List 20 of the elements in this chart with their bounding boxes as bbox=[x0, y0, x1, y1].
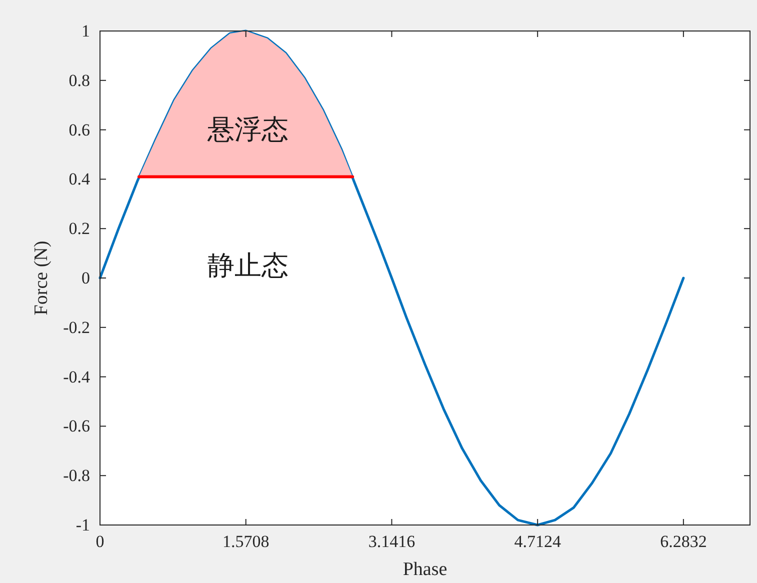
y-tick-label: -0.8 bbox=[63, 466, 90, 486]
x-axis-title: Phase bbox=[402, 559, 448, 580]
annotation: 静止态 bbox=[208, 250, 288, 282]
y-tick-label: 0 bbox=[82, 268, 90, 288]
x-tick-label: 3.1416 bbox=[368, 532, 416, 551]
x-tick-label: 0 bbox=[96, 532, 104, 551]
y-tick-label: -1 bbox=[76, 516, 90, 534]
annotation: 悬浮态 bbox=[206, 114, 288, 146]
y-tick-label: -0.4 bbox=[63, 367, 90, 386]
y-tick-label: 0.4 bbox=[68, 170, 90, 189]
x-tick-label: 4.7124 bbox=[514, 532, 562, 551]
y-tick-label: 0.6 bbox=[68, 120, 90, 140]
y-tick-label: 1 bbox=[82, 22, 90, 40]
x-tick-label: 6.2832 bbox=[660, 532, 707, 551]
y-tick-label: 0.8 bbox=[68, 70, 90, 90]
y-tick-label: 0.2 bbox=[68, 219, 90, 238]
y-tick-label: -0.2 bbox=[63, 318, 90, 337]
x-tick-label: 1.5708 bbox=[222, 532, 270, 551]
y-tick-label: -0.6 bbox=[63, 416, 90, 436]
y-axis-title: Force (N) bbox=[31, 240, 52, 316]
